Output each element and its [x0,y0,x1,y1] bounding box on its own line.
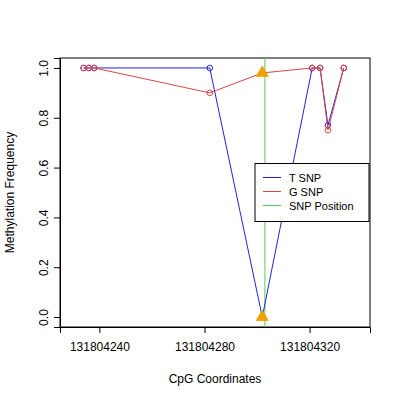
y-tick-label: 0.8 [37,110,51,127]
chart: 1318042401318042801318043200.00.20.40.60… [0,0,400,400]
plot-frame [60,58,370,327]
legend-label: G SNP [289,186,323,198]
y-tick: 0.8 [37,110,60,127]
y-tick: 0.4 [37,209,60,226]
x-tick: 131804280 [175,327,235,354]
x-tick-label: 131804280 [175,340,235,354]
x-axis: 131804240 131804280 131804320 [61,327,371,354]
x-tick-label: 131804320 [280,340,340,354]
x-axis-line [61,328,371,334]
data-point [317,65,323,71]
x-tick-mark [99,327,100,333]
y-tick-mark [54,68,60,69]
y-tick: 0.0 [37,309,60,326]
data-point [207,65,213,71]
x-tick-mark [310,327,311,333]
x-tick: 131804320 [280,327,340,354]
data-point [325,127,331,133]
y-tick-label: 1.0 [37,60,51,77]
data-point [91,65,97,71]
y-axis: 0.0 0.2 0.4 0.6 0.8 1.0 [37,59,61,328]
y-tick-label: 0.0 [37,309,51,326]
legend-box [255,164,369,222]
y-tick-label: 0.2 [37,259,51,276]
series-line [84,68,344,130]
x-tick: 131804240 [70,327,130,354]
y-tick-label: 0.4 [37,209,51,226]
x-axis-title: CpG Coordinates [169,372,262,386]
legend-label: SNP Position [289,200,354,212]
legend-swatch [263,177,281,178]
data-point [256,310,268,320]
legend-swatch [263,205,281,206]
y-tick-mark [54,217,60,218]
y-tick-label: 0.6 [37,159,51,176]
y-tick-mark [54,168,60,169]
y-axis-title: Methylation Frequency [3,132,17,253]
series-line [84,68,344,317]
data-point [256,66,268,76]
legend: T SNP G SNP SNP Position [255,164,369,222]
legend-label: T SNP [289,172,321,184]
x-tick-mark [204,327,205,333]
x-tick-label: 131804240 [70,340,130,354]
y-tick: 0.6 [37,159,60,176]
y-axis-line [54,59,61,328]
data-point [207,90,213,96]
y-tick-mark [54,118,60,119]
legend-swatch [263,191,281,192]
y-tick: 1.0 [37,60,60,77]
data-point [341,65,347,71]
y-tick-mark [54,317,60,318]
y-tick: 0.2 [37,259,60,276]
data-point [309,65,315,71]
plot-area [81,58,347,327]
y-tick-mark [54,267,60,268]
